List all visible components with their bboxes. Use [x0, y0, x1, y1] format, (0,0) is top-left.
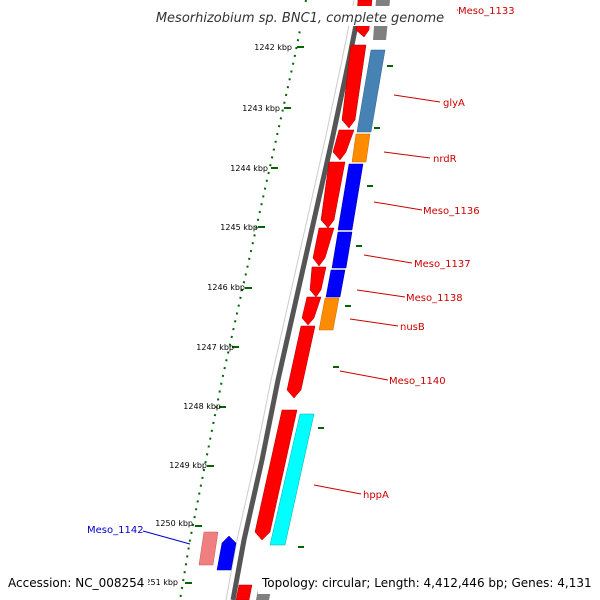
accession-text: Accession: NC_008254 — [8, 576, 144, 590]
tick-label: 1245 kbp — [220, 223, 258, 232]
gene-labels: Meso_1133 glyA nrdR Meso_1136 Meso_1137 … — [87, 6, 515, 536]
cog-block-blue-1137 — [331, 231, 353, 269]
gene-label: nrdR — [433, 154, 457, 165]
cds-arrow-meso-1136 — [320, 161, 346, 229]
accession-background — [0, 572, 148, 594]
tick-label: 1249 kbp — [169, 461, 207, 470]
tick-label: 1246 kbp — [207, 283, 245, 292]
tick-label: 1244 kbp — [230, 164, 268, 173]
tick-label: 1248 kbp — [183, 402, 221, 411]
gene-label: Meso_1138 — [406, 293, 463, 304]
gene-label: Meso_1133 — [458, 6, 515, 17]
backbone-inner — [225, 0, 355, 600]
tick-marks — [185, 46, 304, 584]
leader-line — [393, 94, 441, 103]
tick-label: 1243 kbp — [242, 104, 280, 113]
leader-line — [356, 289, 406, 298]
cds-arrow-meso-1142 — [198, 531, 219, 566]
cog-block-blue-1136 — [337, 163, 364, 231]
cds-arrow-glyA — [341, 44, 367, 129]
cds-arrow-nusB — [301, 296, 322, 326]
cog-block-blue-1138 — [325, 269, 346, 298]
title-background — [143, 6, 457, 26]
cds-arrow-hppA — [254, 409, 298, 541]
cds-arrow-bottom — [235, 584, 253, 600]
cds-arrow-meso-1140 — [286, 325, 316, 399]
tick-label: 1242 kbp — [254, 43, 292, 52]
cds-arrow-nrdR — [332, 129, 355, 161]
backbone-outer — [230, 0, 364, 600]
leader-line — [142, 530, 191, 545]
leader-line — [339, 370, 389, 381]
topology-text: Topology: circular; Length: 4,412,446 bp… — [261, 576, 592, 590]
gene-label: nusB — [400, 322, 425, 333]
leader-line — [313, 484, 362, 495]
cds-features — [235, 0, 373, 600]
label-leaders — [142, 7, 459, 545]
tick-label: 1250 kbp — [155, 519, 193, 528]
cds-arrow-meso-1137 — [312, 227, 335, 267]
cog-block-orange-nrdR — [351, 133, 371, 163]
cds-arrow-meso-1138 — [309, 266, 327, 298]
leader-line — [383, 151, 431, 159]
gene-label: Meso_1136 — [423, 206, 480, 217]
tick-labels: 1242 kbp 1243 kbp 1244 kbp 1245 kbp 1246… — [140, 43, 292, 587]
tick-label: 1247 kbp — [196, 343, 234, 352]
gene-label: Meso_1142 — [87, 525, 144, 536]
map-title: Mesorhizobium sp. BNC1, complete genome — [156, 11, 444, 26]
gene-label: hppA — [363, 490, 389, 501]
cog-block-orange-nusB — [318, 297, 340, 331]
gene-label: Meso_1140 — [389, 376, 446, 387]
backbone — [225, 0, 364, 600]
leader-line — [363, 254, 413, 264]
gene-label: glyA — [443, 98, 465, 109]
gene-label: Meso_1137 — [414, 259, 471, 270]
leader-line — [349, 318, 399, 327]
cog-block-steelblue-glyA — [356, 49, 386, 133]
cog-block-cyan-hppA — [269, 413, 315, 546]
tick-label: 1251 kbp — [140, 578, 178, 587]
cog-features — [256, 0, 390, 600]
scale-dotted-line — [179, 0, 307, 600]
cog-block-blue-1142 — [216, 535, 237, 571]
leader-line — [373, 201, 423, 211]
topology-background — [258, 572, 600, 594]
forward-features — [198, 531, 237, 571]
